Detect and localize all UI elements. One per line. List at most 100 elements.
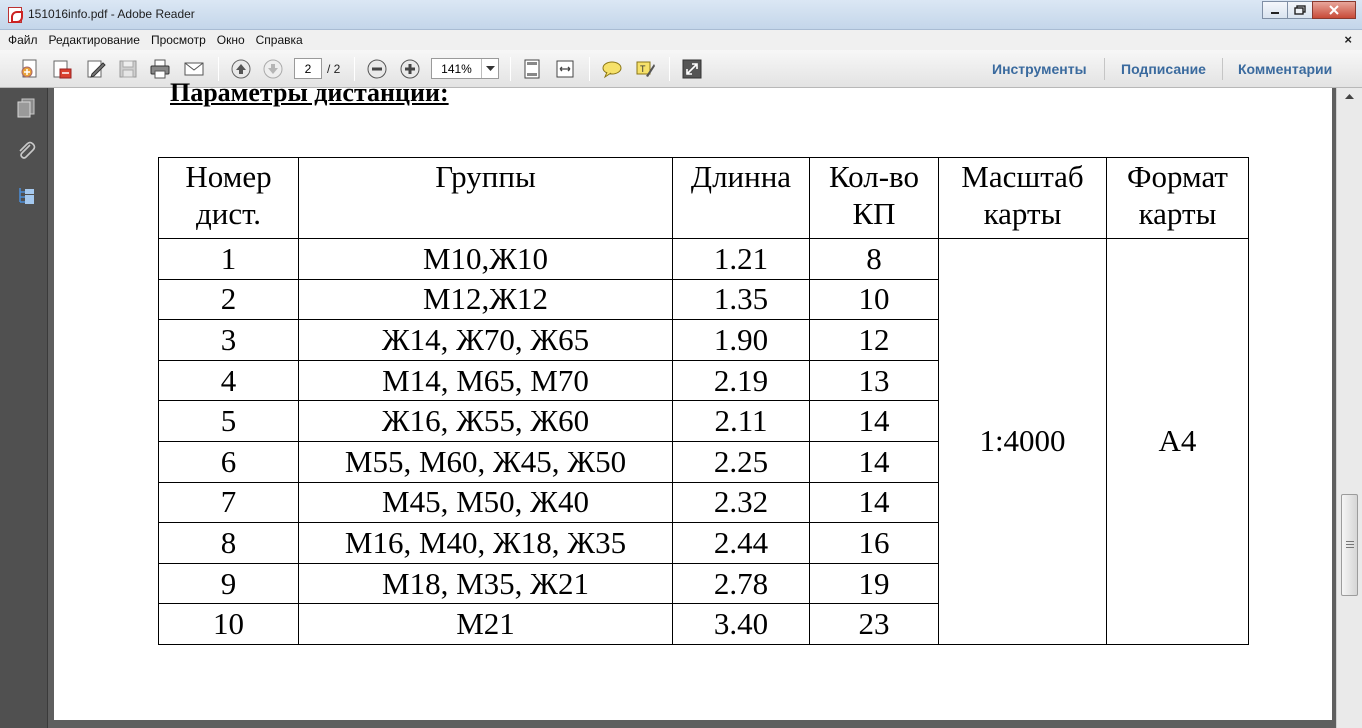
distance-table: Номер дист. Группы Длинна Кол-во КП Масшта… <box>158 157 1249 645</box>
page-heading: Параметры дистанции: <box>170 78 449 107</box>
highlight-button[interactable]: T <box>633 57 657 81</box>
page-total: / 2 <box>327 62 341 76</box>
vertical-scrollbar[interactable] <box>1336 88 1362 728</box>
grip-icon <box>1346 541 1354 549</box>
cell-number: 6 <box>158 440 299 483</box>
menu-help[interactable]: Справка <box>255 33 303 47</box>
cell-length: 2.78 <box>672 562 810 605</box>
menu-view[interactable]: Просмотр <box>150 33 206 47</box>
menu-edit[interactable]: Редактирование <box>48 33 140 47</box>
cell-cp-count: 12 <box>809 319 939 361</box>
cell-length: 1.21 <box>672 238 810 280</box>
toolbar-separator <box>1104 58 1105 80</box>
fit-page-button[interactable] <box>520 57 544 81</box>
cell-length: 2.19 <box>672 359 810 402</box>
document-viewport[interactable]: Параметры дистанции: Номер дист. Группы Д… <box>48 78 1336 728</box>
restore-icon <box>1294 5 1306 15</box>
close-window-button[interactable] <box>1312 1 1356 19</box>
next-page-button[interactable] <box>261 57 285 81</box>
attachments-panel-button[interactable] <box>14 139 38 163</box>
window-title: 151016info.pdf - Adobe Reader <box>28 7 195 21</box>
create-pdf-button[interactable] <box>18 57 42 81</box>
cell-cp-count: 19 <box>809 562 939 605</box>
scrollbar-thumb[interactable] <box>1341 494 1358 596</box>
fullscreen-button[interactable] <box>680 57 704 81</box>
toolbar-separator <box>669 57 670 81</box>
cell-length: 2.11 <box>672 400 810 442</box>
header-length: Длинна <box>672 157 810 239</box>
cell-groups: М55, М60, Ж45, Ж50 <box>298 440 673 483</box>
save-button[interactable] <box>116 57 140 81</box>
toolbar: / 2 141% T Инструменты Подписание Коммен… <box>0 50 1362 88</box>
header-cp-count: Кол-во КП <box>809 157 939 239</box>
table-header-row: Номер дист. Группы Длинна Кол-во КП Масшта… <box>158 157 1249 239</box>
convert-pdf-button[interactable] <box>50 57 74 81</box>
zoom-out-icon <box>367 59 387 79</box>
cell-length: 3.40 <box>672 603 810 645</box>
cell-number: 8 <box>158 522 299 564</box>
print-icon <box>150 59 170 79</box>
navigation-pane <box>0 88 48 728</box>
fit-page-icon <box>524 59 540 79</box>
cell-cp-count: 13 <box>809 359 939 402</box>
cell-length: 1.90 <box>672 319 810 361</box>
prev-page-icon <box>231 59 251 79</box>
cell-length: 2.25 <box>672 440 810 483</box>
zoom-in-icon <box>400 59 420 79</box>
cell-groups: М10,Ж10 <box>298 238 673 280</box>
cell-cp-count: 14 <box>809 400 939 442</box>
prev-page-button[interactable] <box>229 57 253 81</box>
attachments-icon <box>19 141 36 159</box>
svg-text:T: T <box>640 64 646 74</box>
toolbar-separator <box>354 57 355 81</box>
pages-panel-button[interactable] <box>14 96 38 120</box>
tools-link[interactable]: Инструменты <box>992 61 1087 77</box>
zoom-out-button[interactable] <box>365 57 389 81</box>
close-document-button[interactable]: × <box>1344 32 1352 47</box>
comment-button[interactable] <box>600 57 624 81</box>
highlight-icon: T <box>636 61 655 77</box>
header-format: Формат карты <box>1106 157 1249 239</box>
maximize-button[interactable] <box>1287 1 1313 19</box>
minimize-button[interactable] <box>1262 1 1288 19</box>
cell-cp-count: 14 <box>809 481 939 524</box>
table-row: 4 М14, М65, М70 2.19 13 <box>158 359 1249 402</box>
cell-number: 7 <box>158 481 299 524</box>
header-scale: Масштаб карты <box>938 157 1107 239</box>
menu-window[interactable]: Окно <box>216 33 245 47</box>
sign-link[interactable]: Подписание <box>1121 61 1206 77</box>
fit-width-button[interactable] <box>553 57 577 81</box>
menu-file[interactable]: Файл <box>8 33 38 47</box>
comment-icon <box>602 61 622 79</box>
zoom-in-button[interactable] <box>398 57 422 81</box>
toolbar-separator <box>589 57 590 81</box>
email-icon <box>184 62 204 76</box>
zoom-select[interactable]: 141% <box>431 58 499 79</box>
cell-number: 4 <box>158 359 299 402</box>
edit-icon <box>87 60 106 78</box>
cell-number: 10 <box>158 603 299 645</box>
cell-number: 1 <box>158 238 299 280</box>
pages-icon <box>17 98 35 118</box>
next-page-icon <box>263 59 283 79</box>
cell-number: 2 <box>158 278 299 321</box>
chevron-down-icon[interactable] <box>481 59 498 78</box>
table-row: 1 М10,Ж10 1.21 8 1:4000 А4 <box>158 238 1249 645</box>
toolbar-separator <box>218 57 219 81</box>
email-button[interactable] <box>182 57 206 81</box>
page-number-input[interactable] <box>294 58 322 79</box>
cell-groups: М45, М50, Ж40 <box>298 481 673 524</box>
cell-cp-count: 23 <box>809 603 939 645</box>
bookmarks-panel-button[interactable] <box>14 183 38 207</box>
table-row: 2 М12,Ж12 1.35 10 <box>158 278 1249 321</box>
table-row: 8 М16, М40, Ж18, Ж35 2.44 16 <box>158 522 1249 564</box>
print-button[interactable] <box>148 57 172 81</box>
comments-link[interactable]: Комментарии <box>1238 61 1333 77</box>
edit-button[interactable] <box>84 57 108 81</box>
table-row: 3 Ж14, Ж70, Ж65 1.90 12 <box>158 319 1249 361</box>
cell-number: 5 <box>158 400 299 442</box>
cell-length: 2.32 <box>672 481 810 524</box>
scroll-up-button[interactable] <box>1337 88 1362 105</box>
cell-groups: Ж14, Ж70, Ж65 <box>298 319 673 361</box>
title-bar: 151016info.pdf - Adobe Reader <box>0 0 1362 30</box>
